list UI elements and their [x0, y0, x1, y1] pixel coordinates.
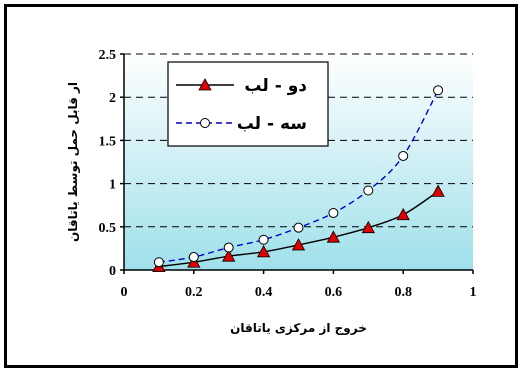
data-point-triangle: [222, 249, 236, 262]
data-point-triangle: [256, 245, 271, 258]
data-point-circle: [153, 257, 164, 268]
y-tick-label: 2.5: [99, 48, 117, 63]
y-tick-label: 1: [109, 178, 116, 193]
x-tick-label: 0.6: [325, 285, 343, 300]
data-point-circle: [188, 252, 199, 263]
data-point-triangle: [396, 207, 410, 221]
legend-label-2: سه - لب: [237, 114, 307, 134]
data-point-triangle: [431, 184, 445, 197]
data-point-circle: [223, 242, 234, 253]
y-tick-labels: 0 0.5 1 1.5 2 2.5: [99, 48, 117, 279]
data-point-triangle: [361, 220, 375, 234]
data-point-circle: [398, 150, 409, 161]
x-tick-label: 1: [470, 285, 477, 300]
data-point-circle: [293, 222, 304, 233]
y-tick-label: 0: [109, 264, 116, 279]
data-point-triangle: [326, 230, 341, 243]
data-point-circle: [363, 185, 374, 196]
y-tick-label: 0.5: [99, 221, 117, 236]
y-tick-label: 2: [109, 91, 116, 106]
data-point-circle: [258, 234, 269, 245]
legend-box: [167, 61, 329, 147]
data-point-circle: [433, 85, 444, 96]
x-tick-label: 0.4: [255, 285, 273, 300]
data-point-circle: [328, 207, 339, 218]
x-tick-label: 0: [121, 285, 128, 300]
data-point-triangle: [198, 78, 212, 91]
line-chart: 0 0.5 1 1.5 2 2.5 0 0.2 0.4 0.6 0.8 1 ار قابل حمل …: [66, 48, 477, 336]
axes: [120, 53, 474, 274]
y-tick-label: 1.5: [99, 134, 117, 149]
series-markers: [152, 85, 445, 272]
data-point-triangle: [291, 238, 306, 251]
x-tick-label: 0.2: [185, 285, 203, 300]
x-tick-label: 0.8: [394, 285, 412, 300]
legend: دو - لب سه - لب: [167, 61, 329, 147]
data-point-circle: [200, 118, 210, 128]
x-axis-label: خروج از مرکزی یاتاقان: [230, 321, 367, 336]
x-tick-labels: 0 0.2 0.4 0.6 0.8 1: [121, 285, 477, 300]
y-axis-label: ار قابل حمل توسط یاتاقان: [66, 82, 81, 242]
chart-frame: 0 0.5 1 1.5 2 2.5 0 0.2 0.4 0.6 0.8 1 ار قابل حمل …: [4, 4, 518, 368]
legend-label-1: دو - لب: [244, 76, 307, 96]
